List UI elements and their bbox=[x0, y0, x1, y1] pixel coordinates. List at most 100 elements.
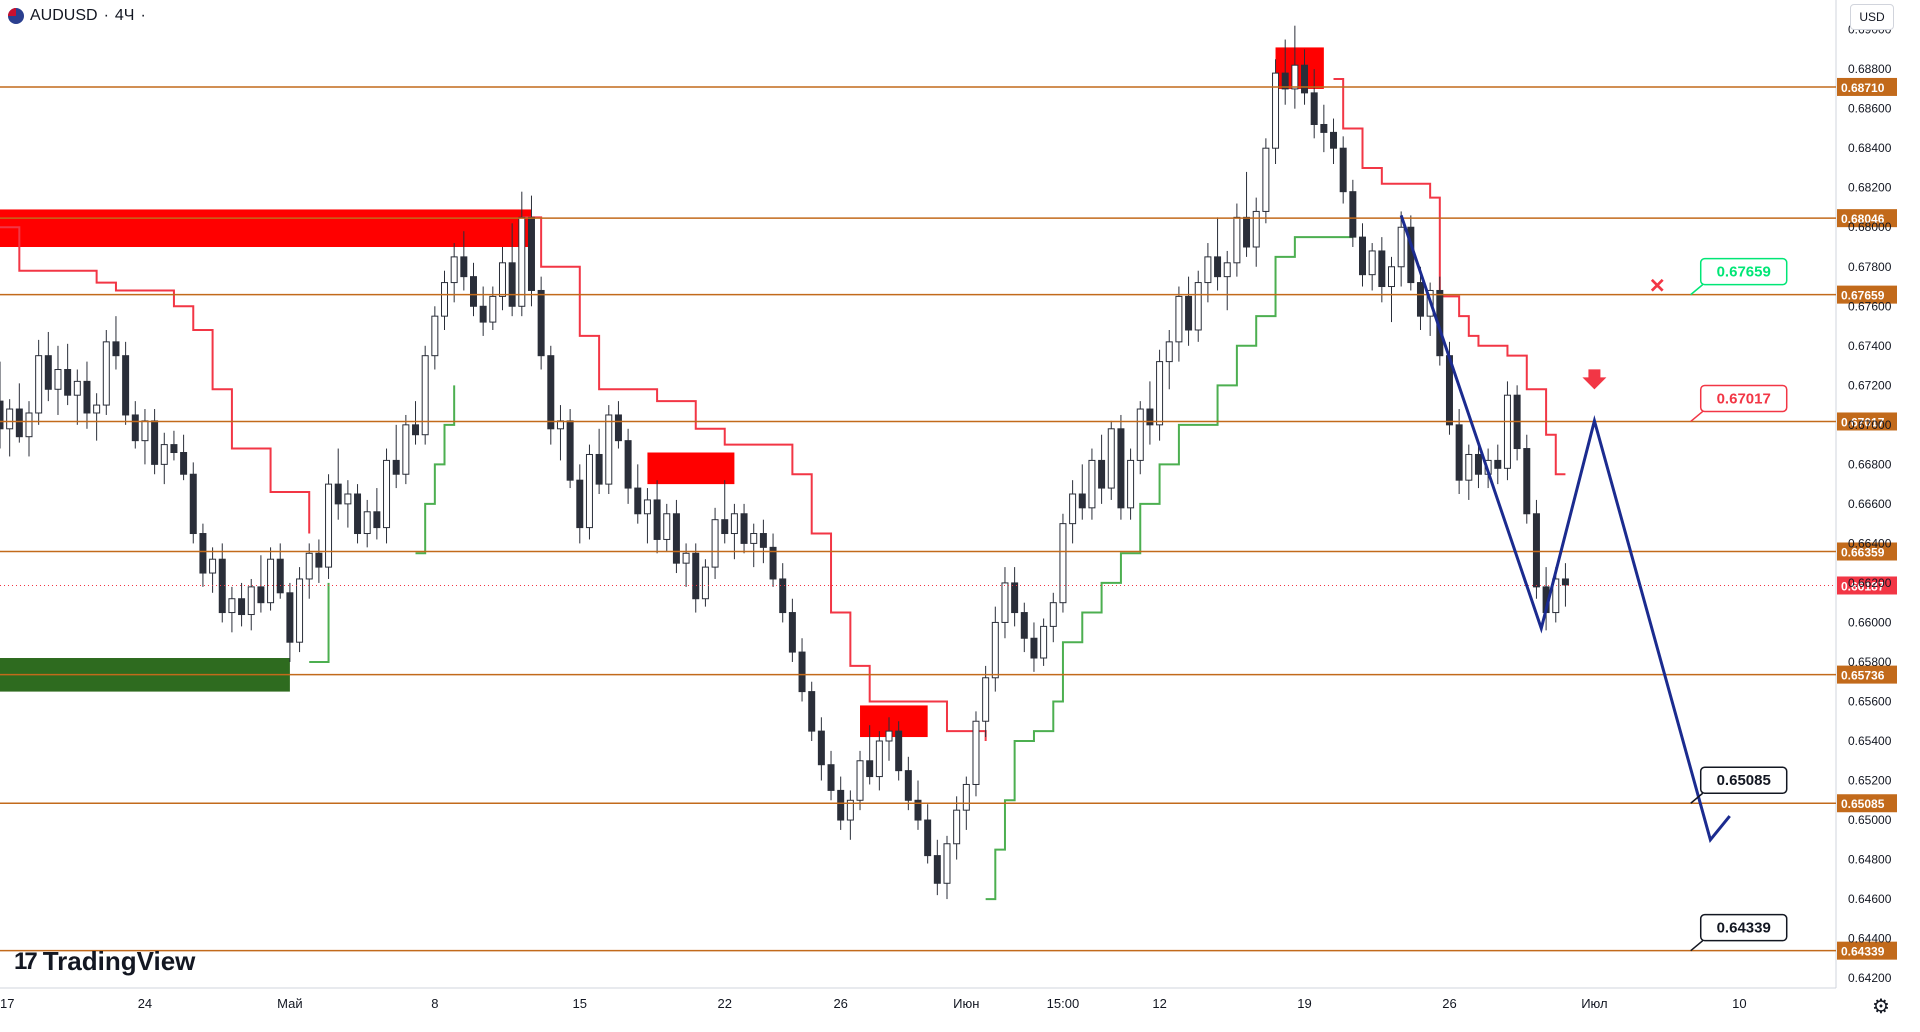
candle-body bbox=[170, 444, 178, 454]
candle bbox=[904, 756, 912, 811]
candle-body bbox=[305, 552, 313, 580]
callout-label: 0.67659 bbox=[1717, 264, 1771, 281]
candle-body bbox=[460, 256, 468, 278]
candle-body bbox=[943, 843, 951, 884]
price-tick-label: 0.68000 bbox=[1848, 220, 1892, 234]
candle bbox=[875, 731, 883, 791]
price-tick-label: 0.67000 bbox=[1848, 418, 1892, 432]
candle-body bbox=[1146, 408, 1154, 426]
candle bbox=[798, 638, 806, 702]
candle bbox=[431, 306, 439, 370]
candle bbox=[1513, 385, 1521, 461]
candle bbox=[83, 361, 91, 429]
candle bbox=[54, 345, 62, 415]
candle-body bbox=[1330, 131, 1338, 149]
candle-body bbox=[1272, 72, 1280, 149]
tradingview-logo-icon: 17 bbox=[14, 947, 38, 975]
level-price-label: 0.68046 bbox=[1841, 212, 1885, 226]
candle bbox=[634, 464, 642, 524]
supply-zone bbox=[0, 209, 532, 247]
candle-body bbox=[1252, 210, 1260, 248]
current-price-tag bbox=[1837, 576, 1897, 595]
candle-body bbox=[518, 216, 526, 307]
candle-body bbox=[450, 256, 458, 284]
candle-body bbox=[1291, 64, 1299, 90]
level-price-label: 0.67017 bbox=[1841, 415, 1885, 429]
candle-body bbox=[131, 414, 139, 442]
candle bbox=[276, 543, 284, 599]
time-tick-label: 17 bbox=[0, 996, 14, 1011]
timeframe[interactable]: 4Ч bbox=[114, 7, 135, 24]
callout-box bbox=[1699, 766, 1788, 794]
price-tick-label: 0.64200 bbox=[1848, 971, 1892, 985]
candle bbox=[1397, 211, 1405, 287]
candle-body bbox=[1156, 361, 1164, 426]
candle bbox=[1098, 434, 1106, 504]
candle bbox=[808, 681, 816, 741]
candle bbox=[547, 345, 555, 445]
candle bbox=[972, 711, 980, 797]
candle bbox=[1049, 592, 1057, 643]
candle-body bbox=[276, 558, 284, 594]
candle bbox=[238, 582, 246, 627]
candle bbox=[383, 448, 391, 544]
price-tick-label: 0.65800 bbox=[1848, 655, 1892, 669]
candle-body bbox=[180, 452, 188, 475]
candle bbox=[1455, 409, 1463, 494]
candle bbox=[286, 582, 294, 662]
candle bbox=[508, 223, 516, 317]
candle bbox=[1330, 118, 1338, 165]
candle bbox=[421, 345, 429, 445]
candle-body bbox=[35, 355, 43, 414]
candle-body bbox=[1474, 453, 1482, 475]
candle-body bbox=[392, 459, 400, 475]
candle bbox=[788, 598, 796, 662]
candle bbox=[334, 448, 342, 520]
candle bbox=[441, 270, 449, 330]
candle-body bbox=[83, 380, 91, 414]
currency-scale-button[interactable]: USD bbox=[1850, 4, 1894, 30]
candle bbox=[885, 717, 893, 761]
candle bbox=[151, 409, 159, 475]
candle-body bbox=[547, 355, 555, 430]
candle-body bbox=[1387, 266, 1395, 288]
chart-settings-gear-icon[interactable]: ⚙ bbox=[1872, 996, 1890, 1018]
price-tick-label: 0.66000 bbox=[1848, 615, 1892, 629]
candle-body bbox=[866, 760, 874, 778]
candle-body bbox=[1059, 523, 1067, 604]
candle bbox=[1494, 444, 1502, 485]
candle-body bbox=[325, 483, 333, 568]
candle bbox=[585, 444, 593, 540]
candle bbox=[682, 543, 690, 587]
candle bbox=[1387, 256, 1395, 323]
callout-pointer bbox=[1690, 410, 1704, 423]
candle-body bbox=[1136, 408, 1144, 461]
candle bbox=[1175, 286, 1183, 362]
header-separator: · bbox=[103, 7, 109, 24]
tradingview-logo[interactable]: 17 TradingView bbox=[14, 946, 195, 977]
time-tick-label: 15:00 bbox=[1047, 996, 1080, 1011]
candle bbox=[498, 247, 506, 311]
candle bbox=[672, 499, 680, 574]
candle bbox=[35, 339, 43, 425]
price-tick-label: 0.66600 bbox=[1848, 497, 1892, 511]
candle bbox=[160, 432, 168, 485]
candle-body bbox=[1368, 250, 1376, 276]
candle bbox=[180, 434, 188, 481]
candle-body bbox=[1117, 428, 1125, 509]
candle bbox=[1040, 618, 1048, 666]
callout-box bbox=[1699, 384, 1788, 413]
candle-body bbox=[1523, 448, 1531, 515]
candle-body bbox=[6, 408, 14, 430]
candle-body bbox=[1301, 64, 1309, 94]
candle bbox=[469, 262, 477, 317]
candle bbox=[1349, 179, 1357, 247]
candle bbox=[1078, 464, 1086, 520]
time-tick-label: 24 bbox=[138, 996, 152, 1011]
symbol-name[interactable]: AUDUSD bbox=[30, 7, 98, 24]
candle bbox=[305, 543, 313, 599]
candle-body bbox=[537, 289, 545, 357]
candle-body bbox=[1243, 216, 1251, 248]
candle-body bbox=[972, 720, 980, 785]
